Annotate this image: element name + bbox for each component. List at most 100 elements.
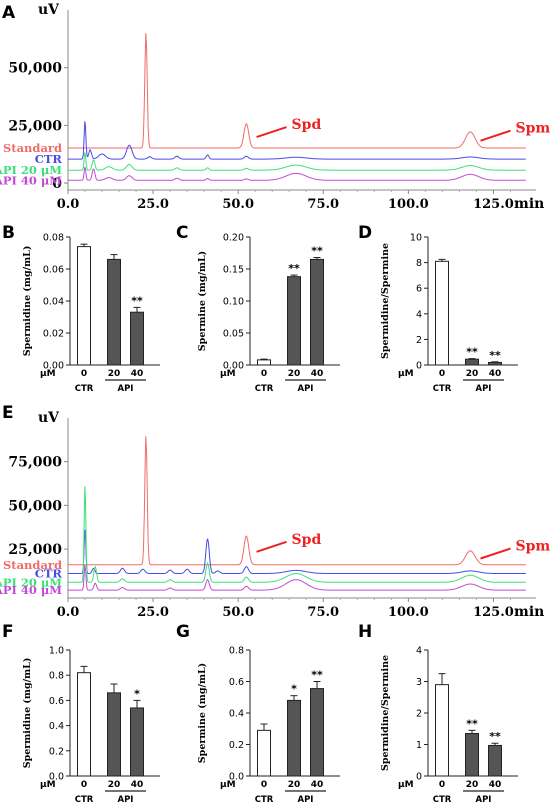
y-axis-label: Spermidine (mg/mL) xyxy=(22,246,33,357)
annotation-spd: Spd xyxy=(292,532,322,548)
y-tick-label: 0.6 xyxy=(49,696,64,707)
group-label-api: API xyxy=(298,795,314,805)
x-tick-label: 125.0 xyxy=(473,605,514,620)
x-tick-label: 125.0 xyxy=(473,197,514,212)
bar-0 xyxy=(257,729,271,777)
significance-2: ** xyxy=(489,730,501,743)
series-line-1 xyxy=(68,529,526,574)
y-tick-label: 0.00 xyxy=(43,361,64,372)
x-category-label: 40 xyxy=(131,369,144,379)
y-tick-label: 2 xyxy=(416,709,422,720)
y-tick-label: 1 xyxy=(416,740,422,751)
x-category-label: 20 xyxy=(288,369,301,379)
bar-0 xyxy=(77,246,91,366)
x-tick-label: 50.0 xyxy=(222,197,254,212)
series-label-0: Standard xyxy=(3,558,62,572)
significance-1: ** xyxy=(466,717,478,730)
x-category-label: 40 xyxy=(489,780,502,790)
y-tick-label: 0.02 xyxy=(43,329,64,340)
x-category-label: 20 xyxy=(288,780,301,790)
x-category-label: 20 xyxy=(108,780,121,790)
y-tick-label: 0 xyxy=(416,361,422,372)
panel-label-B: B xyxy=(2,223,15,243)
annotation-arrow-0 xyxy=(256,126,287,139)
significance-2: * xyxy=(134,687,140,700)
panel-label-F: F xyxy=(2,622,14,642)
x-tick-label: 75.0 xyxy=(307,605,339,620)
bar-2 xyxy=(310,258,324,366)
series-label-3: API 40 μM xyxy=(0,583,62,597)
x-category-label: 0 xyxy=(81,780,87,790)
y-tick-label: 0 xyxy=(416,772,422,783)
bar-chart-H: 0 1 2 3 4 Spermidine/Spermine 0 ** 20 ** 40 μM CTR AP… xyxy=(380,646,518,805)
x-tick-label: 0.0 xyxy=(57,605,80,620)
y-tick-label: 4 xyxy=(416,646,422,657)
panel-label-D: D xyxy=(358,223,372,243)
bar-0 xyxy=(435,260,449,366)
y-tick-label: 0.20 xyxy=(223,233,244,244)
panel-label-E: E xyxy=(2,403,14,423)
y-tick-label: 6 xyxy=(416,284,422,295)
bar-1 xyxy=(465,732,479,777)
x-category-label: 0 xyxy=(439,780,445,790)
y-tick-label: 0.04 xyxy=(43,297,64,308)
y-tick-label: 8 xyxy=(416,258,422,269)
x-category-label: 20 xyxy=(108,369,121,379)
bar-1 xyxy=(465,358,479,366)
group-label-api: API xyxy=(476,795,492,805)
y-tick-label: 0.06 xyxy=(43,265,64,276)
series-line-2 xyxy=(68,486,526,583)
panel-label-H: H xyxy=(358,622,372,642)
bar-2 xyxy=(130,311,144,366)
group-label-ctr: CTR xyxy=(75,384,94,394)
series-label-1: CTR xyxy=(35,152,63,166)
bar-chart-G: 0.0 0.2 0.4 0.6 0.8 Spermine (mg/mL) 0 * 20 ** 40 μ… xyxy=(197,646,340,805)
x-category-label: 0 xyxy=(81,369,87,379)
panel-label-A: A xyxy=(2,3,16,23)
x-category-label: 40 xyxy=(131,780,144,790)
series-line-1 xyxy=(68,121,526,160)
bar-chart-F: 0.0 0.2 0.4 0.6 0.8 1.0 Spermidine (mg/mL) 0 20 *… xyxy=(22,646,160,805)
y-tick-label: 3 xyxy=(416,677,422,688)
y-tick-label: 0 xyxy=(52,176,62,192)
y-tick-label: 0.0 xyxy=(229,772,244,783)
y-axis-label: Spermidine/Spermine xyxy=(380,243,391,359)
y-axis-label: uV xyxy=(38,2,60,18)
y-tick-label: 0.6 xyxy=(229,677,244,688)
annotation-spd: Spd xyxy=(292,117,322,133)
group-label-ctr: CTR xyxy=(433,795,452,805)
significance-2: ** xyxy=(131,294,143,307)
series-label-0: Standard xyxy=(3,141,62,155)
significance-2: ** xyxy=(311,669,323,682)
x-category-label: 40 xyxy=(311,780,324,790)
x-tick-label: 25.0 xyxy=(137,605,169,620)
group-label-ctr: CTR xyxy=(255,384,274,394)
x-category-label: 0 xyxy=(439,369,445,379)
unit-label: μM xyxy=(220,780,236,790)
x-tick-label: 25.0 xyxy=(137,197,169,212)
y-tick-label: 25,000 xyxy=(8,118,62,134)
bar-2 xyxy=(488,744,502,777)
bar-1 xyxy=(287,276,301,366)
group-label-api: API xyxy=(118,384,134,394)
group-label-api: API xyxy=(476,384,492,394)
significance-1: ** xyxy=(466,346,478,359)
unit-label: μM xyxy=(40,780,56,790)
bar-chart-D: 0 2 4 6 8 10 Spermidine/Spermine 0 ** 20 ** 40 μM CTR… xyxy=(380,233,518,394)
y-tick-label: 25,000 xyxy=(8,542,62,558)
group-label-ctr: CTR xyxy=(433,384,452,394)
y-tick-label: 50,000 xyxy=(8,61,62,77)
y-tick-label: 0.0 xyxy=(49,772,64,783)
panel-label-G: G xyxy=(176,622,190,642)
x-tick-label: 75.0 xyxy=(307,197,339,212)
x-tick-label: 100.0 xyxy=(388,605,429,620)
y-axis-label: Spermidine (mg/mL) xyxy=(22,658,33,769)
x-category-label: 0 xyxy=(261,780,267,790)
bar-1 xyxy=(287,699,301,777)
x-category-label: 20 xyxy=(466,369,479,379)
series-label-3: API 40 μM xyxy=(0,173,62,187)
group-label-ctr: CTR xyxy=(75,795,94,805)
bar-chart-B: 0.00 0.02 0.04 0.06 0.08 Spermidine (mg/mL) 0 2… xyxy=(22,233,160,394)
series-line-2 xyxy=(68,152,526,171)
annotation-spm: Spm xyxy=(516,121,550,137)
